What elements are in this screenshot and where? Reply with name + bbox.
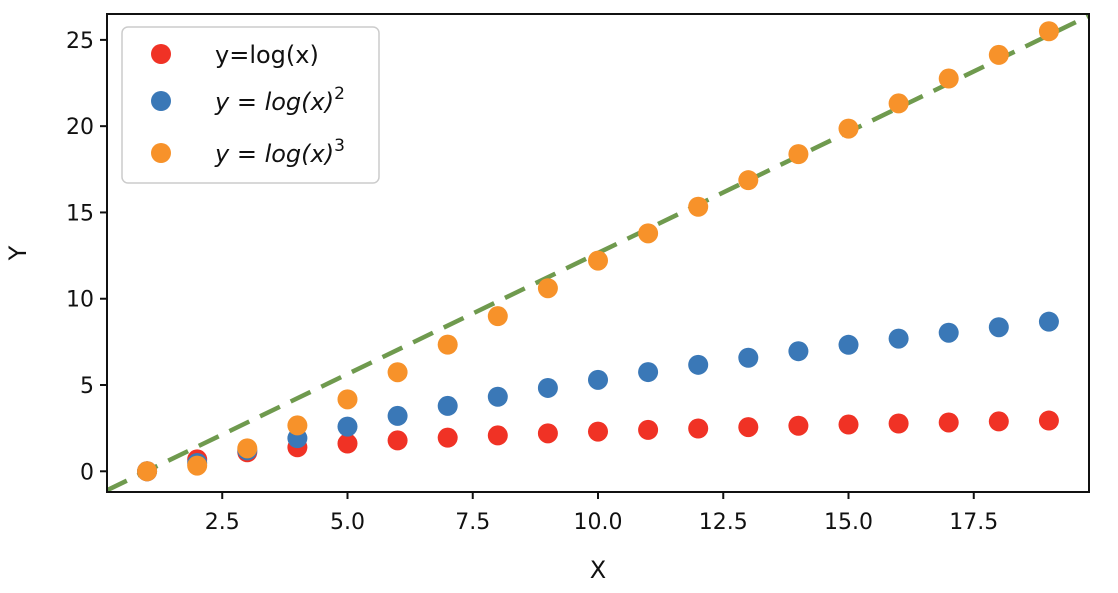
data-point [788, 144, 809, 165]
data-point [788, 341, 809, 362]
data-point [387, 430, 408, 451]
data-point [688, 418, 709, 439]
data-point [738, 347, 759, 368]
y-tick-label: 5 [80, 374, 94, 399]
data-point [437, 427, 458, 448]
data-point [988, 317, 1009, 338]
y-tick-label: 10 [66, 288, 94, 313]
legend-label: y=log(x) [215, 41, 319, 69]
data-point [988, 411, 1009, 432]
data-point [387, 405, 408, 426]
y-tick-label: 25 [66, 29, 94, 54]
data-point [1038, 311, 1059, 332]
data-point [638, 362, 659, 383]
legend-marker [151, 91, 171, 111]
y-axis-title: Y [4, 245, 32, 261]
data-point [988, 44, 1009, 65]
data-point [738, 170, 759, 191]
x-tick-label: 7.5 [455, 510, 490, 535]
legend-marker [151, 44, 171, 64]
x-axis: 2.5 5.0 7.5 10.0 12.5 15.0 17.5 [205, 492, 998, 535]
data-point [337, 389, 358, 410]
data-point [537, 423, 558, 444]
data-point [588, 421, 608, 442]
data-point [437, 334, 458, 355]
data-point [888, 413, 909, 434]
x-tick-label: 17.5 [949, 510, 998, 535]
data-point [487, 425, 508, 446]
x-tick-label: 5.0 [330, 510, 365, 535]
legend-marker [151, 143, 171, 163]
data-point [688, 354, 709, 375]
data-point [287, 415, 308, 436]
data-point [1038, 21, 1059, 42]
x-tick-label: 2.5 [205, 510, 240, 535]
data-point [537, 377, 558, 398]
y-tick-label: 0 [80, 460, 94, 485]
data-point [588, 369, 608, 390]
data-point [437, 395, 458, 416]
data-point [187, 455, 208, 476]
data-point [487, 386, 508, 407]
plot-area [107, 14, 1089, 492]
legend-label: y = log(x)3 [214, 136, 345, 168]
y-tick-label: 15 [66, 201, 94, 226]
y-axis: 0 5 10 15 20 25 [66, 29, 107, 485]
data-point [588, 250, 608, 271]
data-point [788, 415, 809, 436]
legend-label: y = log(x)2 [214, 84, 345, 116]
x-axis-title: X [590, 556, 606, 584]
data-point [688, 196, 709, 217]
data-point [137, 461, 158, 482]
data-point [537, 278, 558, 299]
data-point [938, 412, 959, 433]
data-point [387, 362, 408, 383]
legend-box [121, 26, 380, 184]
legend: y=log(x) y = log(x)2 y = log(x)3 [121, 26, 380, 184]
data-point [888, 93, 909, 114]
data-point [638, 419, 659, 440]
series-3 [137, 21, 1059, 482]
data-point [838, 118, 859, 139]
data-point [838, 334, 859, 355]
data-point [888, 328, 909, 349]
data-point [337, 416, 358, 437]
data-point [838, 414, 859, 435]
data-point [487, 306, 508, 327]
data-point [1038, 410, 1059, 431]
x-tick-label: 12.5 [699, 510, 748, 535]
data-point [938, 322, 959, 343]
y-tick-label: 20 [66, 115, 94, 140]
data-point [638, 223, 659, 244]
x-tick-label: 10.0 [574, 510, 623, 535]
data-point [738, 417, 759, 438]
data-point [237, 438, 258, 459]
data-point [938, 68, 959, 89]
x-tick-label: 15.0 [824, 510, 873, 535]
data-point [337, 433, 358, 454]
